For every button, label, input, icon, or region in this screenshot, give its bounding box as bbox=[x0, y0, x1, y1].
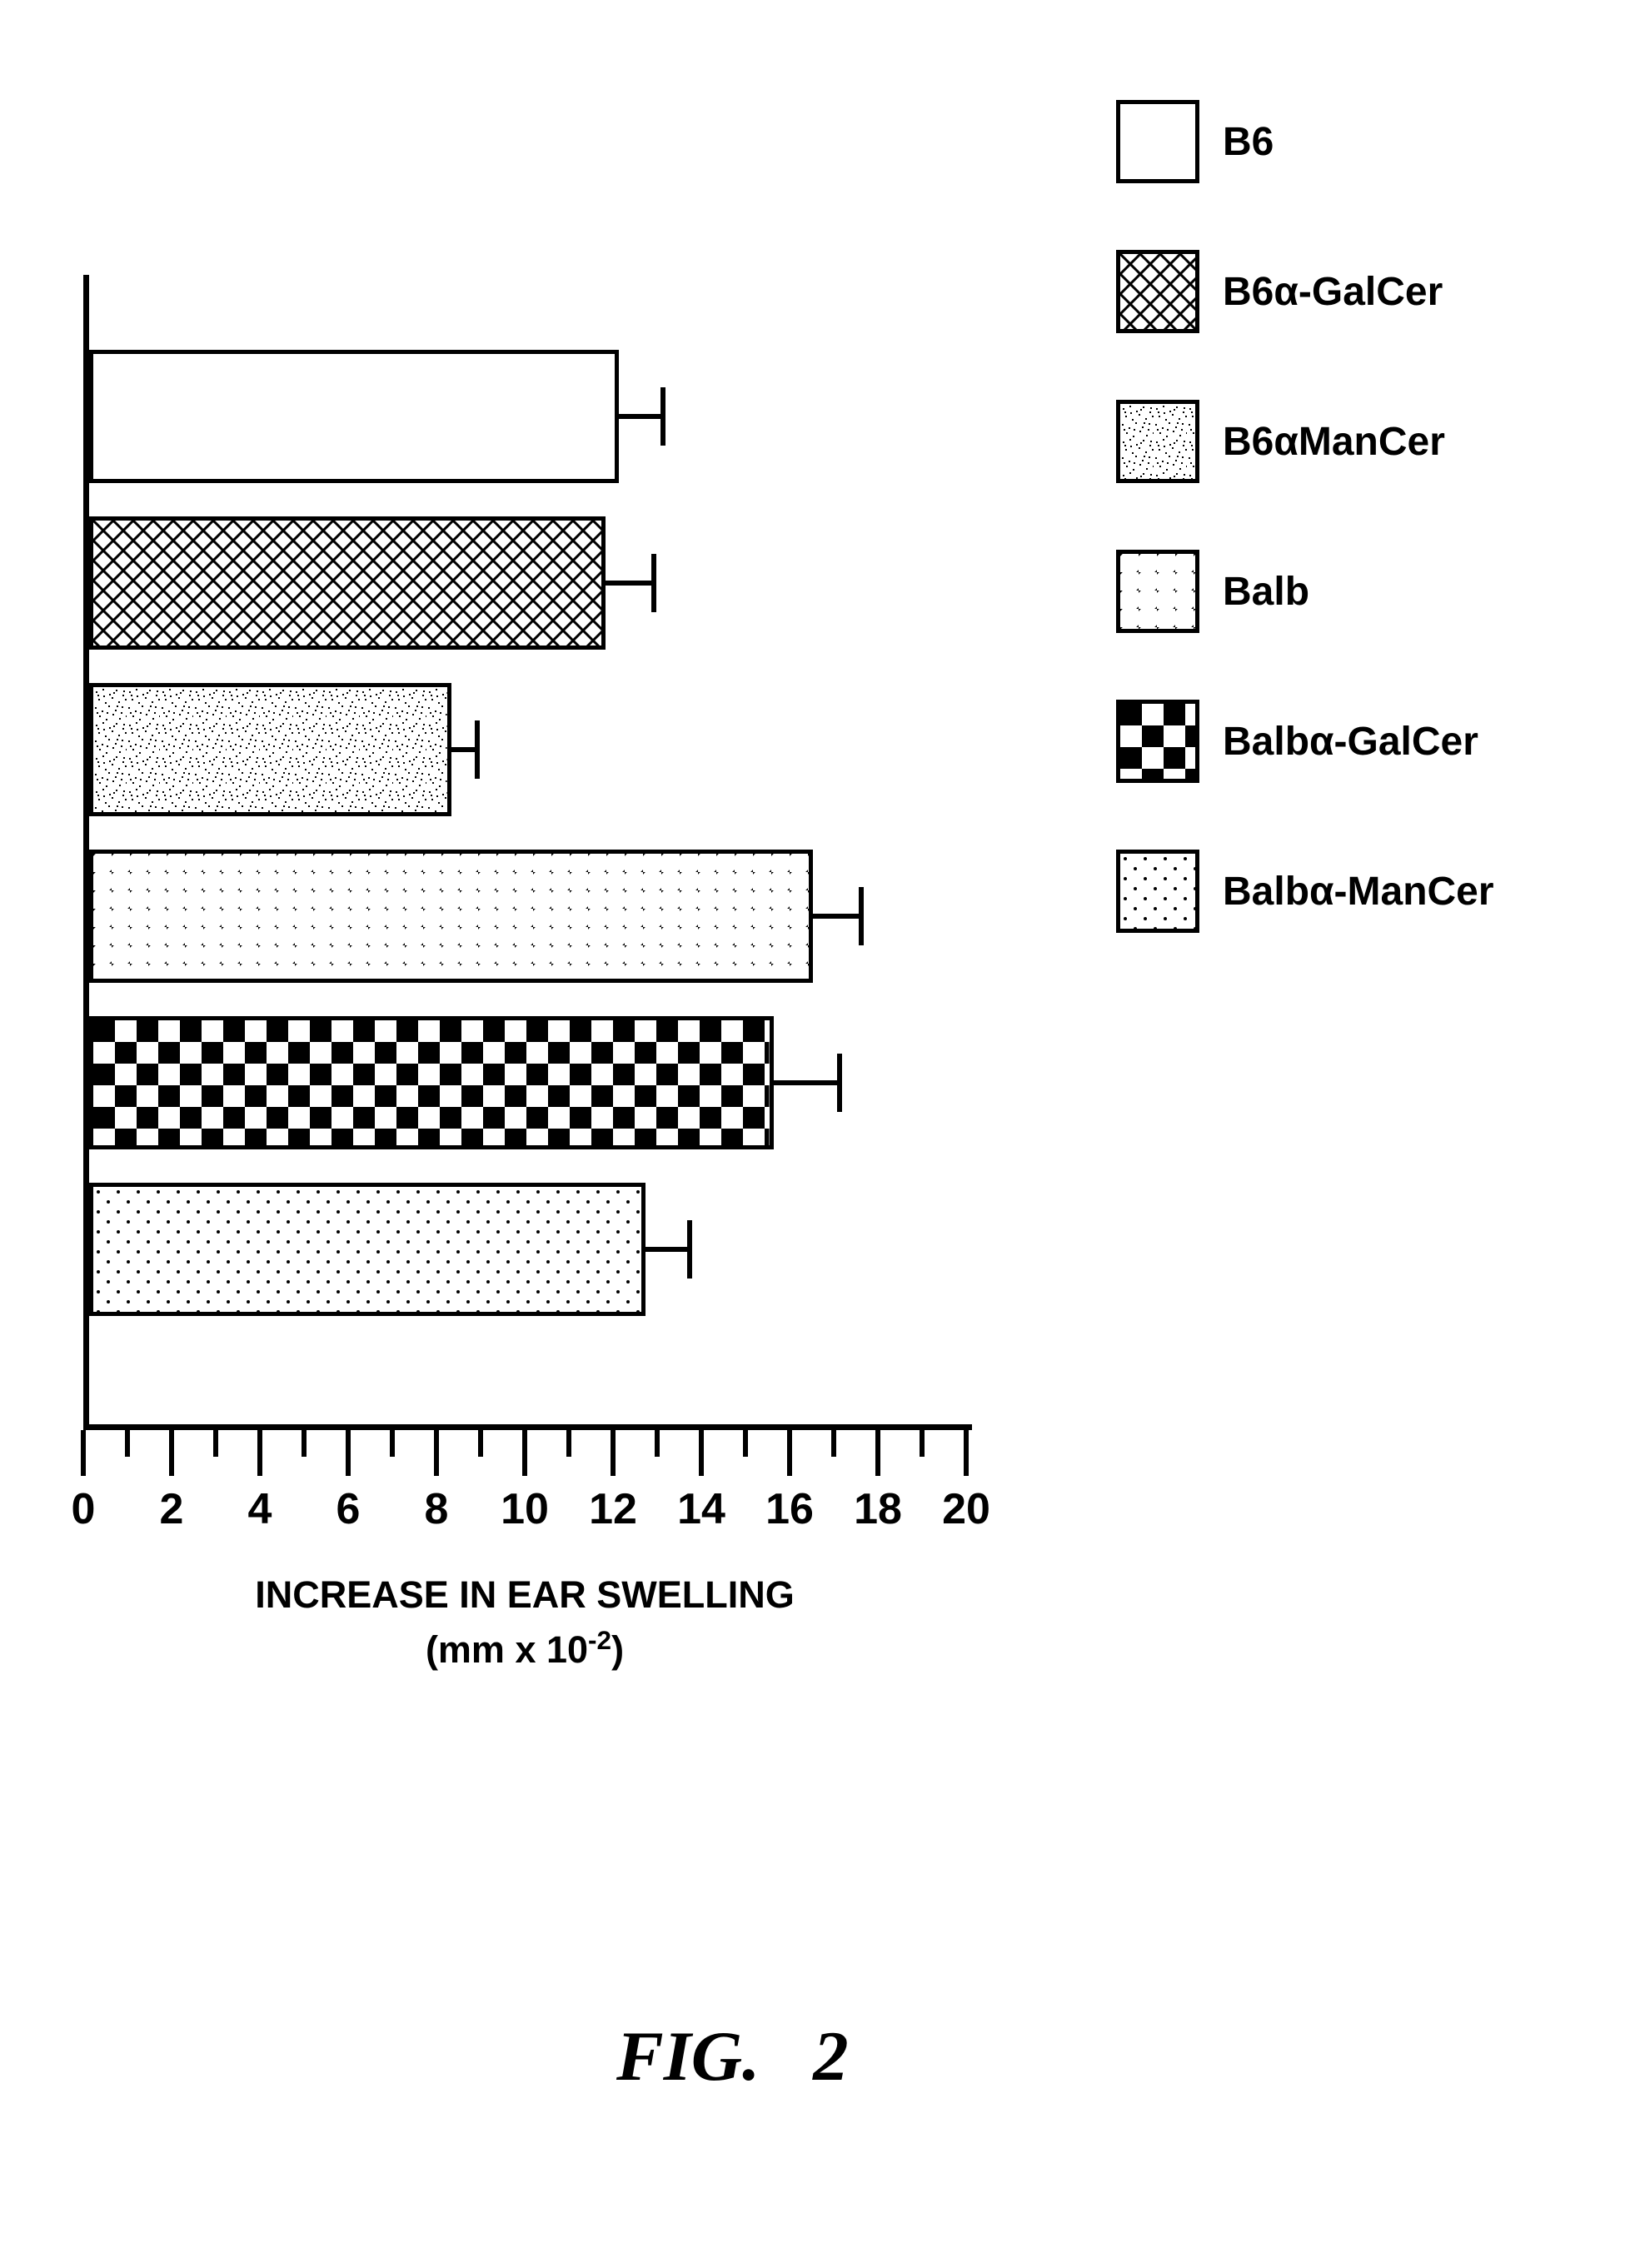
x-tick-label: 18 bbox=[854, 1484, 902, 1534]
error-bar bbox=[774, 1054, 840, 1112]
legend-label: B6 bbox=[1223, 119, 1274, 165]
legend-label: Balbα-ManCer bbox=[1223, 869, 1494, 915]
x-tick-minor bbox=[566, 1430, 571, 1457]
x-tick-label: 10 bbox=[501, 1484, 549, 1534]
x-tick-minor bbox=[655, 1430, 660, 1457]
x-tick-label: 16 bbox=[765, 1484, 814, 1534]
legend-swatch bbox=[1116, 100, 1199, 183]
figure-caption-prefix: FIG. bbox=[616, 2017, 760, 2096]
chart-plot-area bbox=[83, 275, 972, 1430]
x-tick-major bbox=[522, 1430, 527, 1476]
bar-b6-galcer bbox=[89, 516, 606, 650]
x-tick-label: 12 bbox=[589, 1484, 637, 1534]
bar-balb bbox=[89, 850, 813, 983]
legend-label: Balbα-GalCer bbox=[1223, 719, 1478, 765]
x-tick-major bbox=[611, 1430, 616, 1476]
x-tick-major bbox=[875, 1430, 880, 1476]
legend-label: B6αManCer bbox=[1223, 419, 1445, 465]
bar-balb-galcer bbox=[89, 1016, 774, 1149]
x-tick-label: 2 bbox=[160, 1484, 184, 1534]
legend-swatch bbox=[1116, 250, 1199, 333]
x-tick-minor bbox=[831, 1430, 836, 1457]
x-tick-major bbox=[434, 1430, 439, 1476]
legend-item: Balb bbox=[1116, 550, 1309, 633]
x-tick-major bbox=[257, 1430, 262, 1476]
x-tick-label: 14 bbox=[677, 1484, 725, 1534]
figure-caption-number: 2 bbox=[813, 2017, 849, 2096]
error-bar bbox=[606, 554, 654, 612]
x-tick-major bbox=[964, 1430, 969, 1476]
legend-item: B6 bbox=[1116, 100, 1274, 183]
x-tick-major bbox=[81, 1430, 86, 1476]
x-tick-label: 6 bbox=[336, 1484, 361, 1534]
x-tick-minor bbox=[125, 1430, 130, 1457]
x-axis-label: INCREASE IN EAR SWELLING (mm x 10-2) bbox=[83, 1573, 966, 1672]
x-tick-label: 0 bbox=[72, 1484, 96, 1534]
x-tick-major bbox=[346, 1430, 351, 1476]
error-bar bbox=[646, 1220, 690, 1279]
x-tick-major bbox=[787, 1430, 792, 1476]
x-tick-minor bbox=[743, 1430, 748, 1457]
legend-item: Balbα-GalCer bbox=[1116, 700, 1478, 783]
x-tick-minor bbox=[920, 1430, 925, 1457]
bar-b6 bbox=[89, 350, 619, 483]
x-tick-major bbox=[169, 1430, 174, 1476]
x-tick-minor bbox=[302, 1430, 307, 1457]
x-tick-label: 20 bbox=[942, 1484, 990, 1534]
legend-item: Balbα-ManCer bbox=[1116, 850, 1494, 933]
x-tick-minor bbox=[390, 1430, 395, 1457]
legend-item: B6α-GalCer bbox=[1116, 250, 1443, 333]
x-axis-label-line1: INCREASE IN EAR SWELLING bbox=[83, 1573, 966, 1617]
x-tick-minor bbox=[213, 1430, 218, 1457]
error-bar bbox=[619, 387, 663, 446]
legend-swatch bbox=[1116, 400, 1199, 483]
bar-b6-mancer bbox=[89, 683, 451, 816]
x-tick-label: 8 bbox=[425, 1484, 449, 1534]
x-tick-major bbox=[699, 1430, 704, 1476]
legend-label: B6α-GalCer bbox=[1223, 269, 1443, 315]
error-bar bbox=[451, 720, 478, 779]
legend-item: B6αManCer bbox=[1116, 400, 1445, 483]
x-tick-label: 4 bbox=[248, 1484, 272, 1534]
legend-swatch bbox=[1116, 550, 1199, 633]
error-bar bbox=[813, 887, 861, 945]
figure-caption: FIG. 2 bbox=[616, 2016, 849, 2097]
legend-label: Balb bbox=[1223, 569, 1309, 615]
x-tick-minor bbox=[478, 1430, 483, 1457]
bar-balb-mancer bbox=[89, 1183, 646, 1316]
legend-swatch bbox=[1116, 850, 1199, 933]
page: 0 2 4 6 8 10 12 14 16 18 20 INCREASE IN EAR SWELLI… bbox=[0, 0, 1625, 2268]
legend-swatch bbox=[1116, 700, 1199, 783]
x-axis-label-line2: (mm x 10-2) bbox=[83, 1625, 966, 1672]
